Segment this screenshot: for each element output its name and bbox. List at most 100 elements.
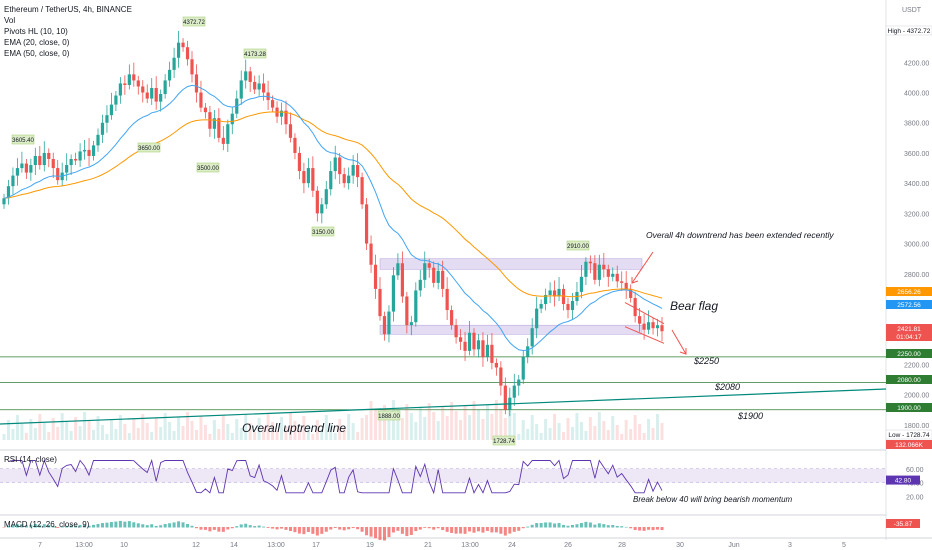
macd-histogram-bar (123, 521, 127, 528)
candle-body (145, 92, 149, 99)
macd-histogram-bar (235, 526, 239, 528)
macd-histogram-bar (20, 524, 24, 528)
indicator-pivots[interactable]: Pivots HL (10, 10) (4, 27, 68, 36)
indicator-ema50[interactable]: EMA (50, close, 0) (4, 49, 70, 58)
macd-histogram-bar (239, 524, 243, 528)
candle-body (306, 168, 310, 184)
candle-body (602, 264, 606, 270)
candle-body (190, 59, 194, 75)
candle-body (432, 267, 436, 283)
volume-bar (615, 425, 619, 440)
price-badge-label: 2421.81 (897, 326, 921, 333)
price-badge (885, 429, 932, 440)
candle-body (579, 276, 584, 292)
candle-body (212, 118, 216, 129)
macd-histogram-bar (409, 527, 413, 535)
candle-body (476, 340, 481, 350)
volume-bar (405, 404, 409, 440)
indicator-volume[interactable]: Vol (4, 16, 16, 25)
volume-bar (445, 416, 449, 440)
volume-bar (351, 423, 355, 440)
macd-histogram-bar (369, 527, 373, 537)
macd-histogram-bar (203, 527, 207, 530)
macd-histogram-bar (226, 527, 230, 530)
volume-bar (83, 412, 87, 440)
candle-body (638, 316, 642, 324)
volume-bar (432, 412, 436, 440)
pivot-label-box (182, 16, 206, 27)
macd-histogram-bar (118, 520, 122, 528)
macd-histogram-bar (584, 521, 588, 528)
macd-histogram-bar (481, 527, 485, 533)
price-tick-label: 3400.00 (904, 181, 929, 188)
volume-bar (217, 429, 221, 440)
macd-histogram-bar (96, 523, 100, 528)
macd-histogram-bar (51, 526, 55, 528)
macd-histogram-bar (351, 527, 355, 529)
macd-histogram-bar (297, 527, 301, 534)
candle-body (615, 273, 619, 282)
macd-histogram-bar (468, 527, 472, 532)
volume-bar (154, 418, 158, 440)
candle-body (646, 322, 651, 330)
candle-body (181, 42, 185, 48)
macd-histogram-bar (656, 527, 660, 530)
downtrend-arrowhead (631, 277, 639, 284)
macd-histogram-bar (199, 527, 203, 530)
macd-histogram-bar (418, 527, 422, 530)
candle-body (20, 163, 24, 169)
candle-body (458, 337, 463, 342)
volume-bar (562, 432, 566, 440)
breakdown-arrow (671, 329, 687, 355)
pivot-label-box (137, 142, 161, 153)
macd-histogram-bar (87, 525, 91, 528)
candle-body (606, 269, 610, 277)
volume-bar (315, 420, 319, 440)
time-tick-label: 14 (230, 542, 238, 549)
volume-bar (96, 416, 100, 440)
indicator-ema20[interactable]: EMA (20, close, 0) (4, 38, 70, 47)
volume-bar (47, 432, 51, 440)
volume-bar (512, 413, 516, 440)
candle-body (485, 344, 490, 357)
volume-bar (297, 430, 301, 440)
macd-title[interactable]: MACD (12, 26, close, 9) (4, 520, 90, 529)
price-tick-label: 3200.00 (904, 211, 929, 218)
volume-bar (485, 405, 489, 440)
volume-bar (293, 421, 297, 440)
macd-histogram-bar (56, 527, 60, 528)
candle-body (414, 290, 418, 323)
price-badge-label: 2572.56 (897, 302, 921, 309)
volume-bar (257, 418, 261, 440)
candle-body (494, 362, 498, 368)
candle-body (347, 175, 351, 184)
candle-body (42, 152, 46, 166)
symbol-title[interactable]: Ethereum / TetherUS, 4h, BINANCE (4, 5, 132, 14)
bear-flag-lower (624, 326, 665, 344)
volume-bar (597, 412, 601, 440)
candle-body (315, 190, 319, 214)
candle-body (342, 174, 346, 184)
volume-bar (271, 422, 275, 440)
candle-body (293, 137, 297, 153)
macd-histogram-bar (629, 527, 633, 529)
pivot-label-box (492, 435, 516, 446)
macd-histogram-bar (127, 521, 131, 528)
candle-body (284, 110, 288, 125)
volume-bar (476, 410, 480, 440)
candle-body (100, 122, 105, 135)
volume-bar (132, 419, 136, 440)
macd-histogram-bar (356, 527, 360, 530)
chart-legend: Ethereum / TetherUS, 4h, BINANCE Vol Piv… (4, 4, 132, 59)
macd-value-label: -35.87 (894, 521, 913, 528)
volume-bar (239, 428, 243, 440)
volume-bar (208, 434, 212, 440)
rsi-title[interactable]: RSI (14, close) (4, 455, 57, 464)
macd-histogram-bar (503, 527, 507, 536)
macd-histogram-bar (387, 527, 391, 538)
pivot-label: 3500.00 (197, 166, 219, 172)
rsi-band (0, 468, 886, 483)
candle-body (51, 158, 55, 169)
macd-histogram-bar (382, 527, 386, 541)
